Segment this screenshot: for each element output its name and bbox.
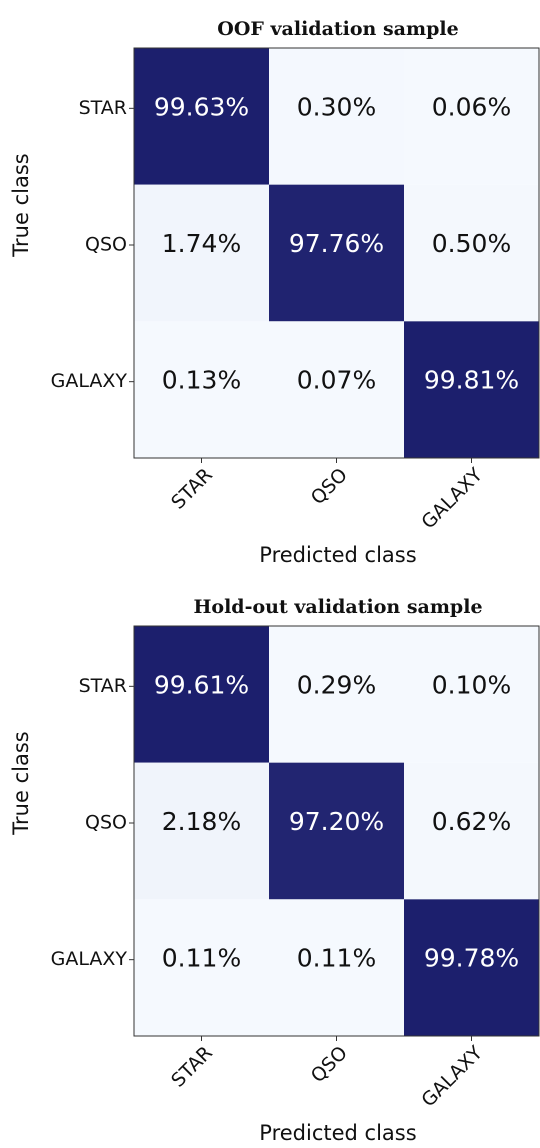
cell-label: 0.29% xyxy=(297,670,376,699)
cell xyxy=(134,321,269,458)
cell-label: 97.76% xyxy=(289,229,384,258)
cell-label: 99.78% xyxy=(424,944,519,973)
cell-label: 0.13% xyxy=(162,366,241,395)
y-axis-label: True class xyxy=(9,153,33,257)
cell-label: 0.06% xyxy=(432,92,511,121)
cell-label: 99.81% xyxy=(424,366,519,395)
x-axis-label: Predicted class xyxy=(259,543,416,567)
cell-label: 0.30% xyxy=(297,92,376,121)
cell xyxy=(269,48,404,185)
x-tick-label: STAR xyxy=(167,464,217,514)
cell-label: 97.20% xyxy=(289,807,384,836)
cell-label: 1.74% xyxy=(162,229,241,258)
cell-label: 99.63% xyxy=(154,92,249,121)
x-tick-label: QSO xyxy=(307,464,352,509)
cell-label: 0.62% xyxy=(432,807,511,836)
x-tick-label: STAR xyxy=(167,1042,217,1092)
y-tick-label: STAR xyxy=(79,675,127,697)
cell xyxy=(134,762,269,900)
chart-title: OOF validation sample xyxy=(217,18,458,40)
cell xyxy=(404,762,539,900)
cell xyxy=(269,626,404,763)
cell xyxy=(404,48,539,185)
cell xyxy=(269,321,404,458)
cell-label: 0.10% xyxy=(432,670,511,699)
cell-label: 0.11% xyxy=(162,944,241,973)
x-tick-label: GALAXY xyxy=(417,464,487,534)
cell xyxy=(269,762,404,900)
cell xyxy=(404,184,539,322)
cell xyxy=(134,899,269,1036)
cell xyxy=(269,899,404,1036)
cell xyxy=(134,48,269,185)
y-tick-label: GALAXY xyxy=(51,370,128,392)
y-tick-label: GALAXY xyxy=(51,948,128,970)
chart-title: Hold-out validation sample xyxy=(193,596,482,618)
cell-label: 0.11% xyxy=(297,944,376,973)
x-tick-label: QSO xyxy=(307,1042,352,1087)
y-axis-label: True class xyxy=(9,731,33,835)
cell-label: 0.07% xyxy=(297,366,376,395)
cell xyxy=(269,184,404,322)
cell xyxy=(404,321,539,458)
cell-label: 0.50% xyxy=(432,229,511,258)
x-axis-label: Predicted class xyxy=(259,1121,416,1144)
x-tick-label: GALAXY xyxy=(417,1042,487,1112)
cell xyxy=(134,626,269,763)
cell xyxy=(404,899,539,1036)
cell xyxy=(134,184,269,322)
cell xyxy=(404,626,539,763)
cell-label: 2.18% xyxy=(162,807,241,836)
y-tick-label: STAR xyxy=(79,97,127,119)
cell-label: 99.61% xyxy=(154,670,249,699)
y-tick-label: QSO xyxy=(85,234,127,256)
y-tick-label: QSO xyxy=(85,812,127,834)
